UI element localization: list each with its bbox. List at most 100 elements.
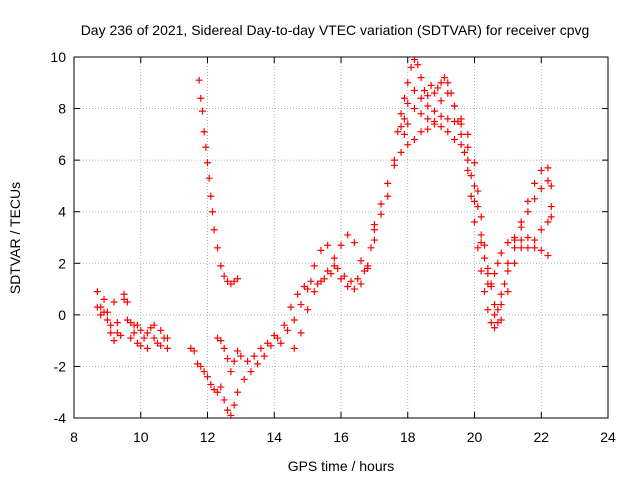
data-point [270,331,278,339]
data-point [127,319,135,327]
data-point [227,411,235,419]
data-point [410,56,418,64]
y-tick-label: 0 [58,307,66,323]
data-point [127,334,135,342]
data-point [407,63,415,71]
data-point [224,355,232,363]
data-point [93,303,101,311]
data-point [417,110,425,118]
data-point [113,329,121,337]
data-point [207,192,215,200]
data-point [477,231,485,239]
data-point [481,254,489,262]
x-tick-label: 18 [400,429,416,445]
data-point [404,141,412,149]
data-point [397,148,405,156]
data-point [404,99,412,107]
data-point [484,306,492,314]
data-point [474,203,482,211]
data-point [471,182,478,190]
data-point [133,321,141,329]
data-point [467,172,475,180]
data-point [524,244,532,252]
data-point [517,223,525,231]
data-point [417,128,425,136]
data-point [157,326,165,334]
data-point [437,112,445,120]
data-point [307,277,315,285]
data-point [207,380,215,388]
data-point [367,244,375,252]
data-point [384,192,392,200]
data-point [400,94,408,102]
data-point [107,321,115,329]
data-point [517,244,525,252]
data-point [280,321,288,329]
data-point [330,254,338,262]
data-point [484,264,492,272]
data-point [204,373,211,381]
y-tick-label: 10 [50,49,66,65]
data-point [163,344,171,352]
data-point [400,115,408,123]
data-point [202,143,210,151]
y-tick-label: 2 [58,255,66,271]
data-point [107,329,115,337]
data-point [414,61,422,69]
data-point [140,334,148,342]
data-point [347,277,355,285]
data-point [484,280,492,288]
data-point [544,177,552,185]
data-point [537,166,545,174]
data-point [420,87,428,95]
data-point [284,326,292,334]
data-point [234,388,242,396]
data-point [430,89,438,97]
data-point [471,197,478,205]
data-point [254,360,262,368]
data-point [130,329,138,337]
data-point [304,285,312,293]
data-point [397,110,405,118]
data-point [103,316,111,324]
data-point [424,92,432,100]
data-point [504,267,512,275]
x-tick-labels: 8 10 12 14 16 18 20 22 24 [70,429,616,445]
data-point [404,79,412,87]
data-point [195,76,203,84]
data-point [100,295,108,303]
data-point [247,368,255,376]
data-point [200,128,208,136]
data-point [524,197,532,205]
x-tick-label: 14 [266,429,282,445]
data-point [491,270,499,278]
x-tick-label: 10 [133,429,149,445]
data-point [531,179,539,187]
data-points [93,56,555,419]
y-tick-labels: -4 -2 0 2 4 6 8 10 [50,49,66,426]
data-point [430,107,438,115]
data-point [230,401,238,409]
data-point [450,117,458,125]
data-point [230,357,238,365]
data-point [444,89,452,97]
data-point [474,187,482,195]
data-point [110,298,118,306]
data-point [427,81,435,89]
data-point [357,257,365,265]
data-point [410,87,418,95]
x-tick-label: 22 [533,429,549,445]
data-point [471,159,478,167]
data-point [497,301,505,309]
data-point [547,203,555,211]
data-point [330,262,338,270]
x-tick-label: 20 [467,429,483,445]
x-axis-label: GPS time / hours [288,458,395,474]
data-point [464,166,472,174]
data-point [417,94,425,102]
data-point [257,344,265,352]
data-point [220,344,228,352]
data-point [437,79,445,87]
data-point [93,288,101,296]
